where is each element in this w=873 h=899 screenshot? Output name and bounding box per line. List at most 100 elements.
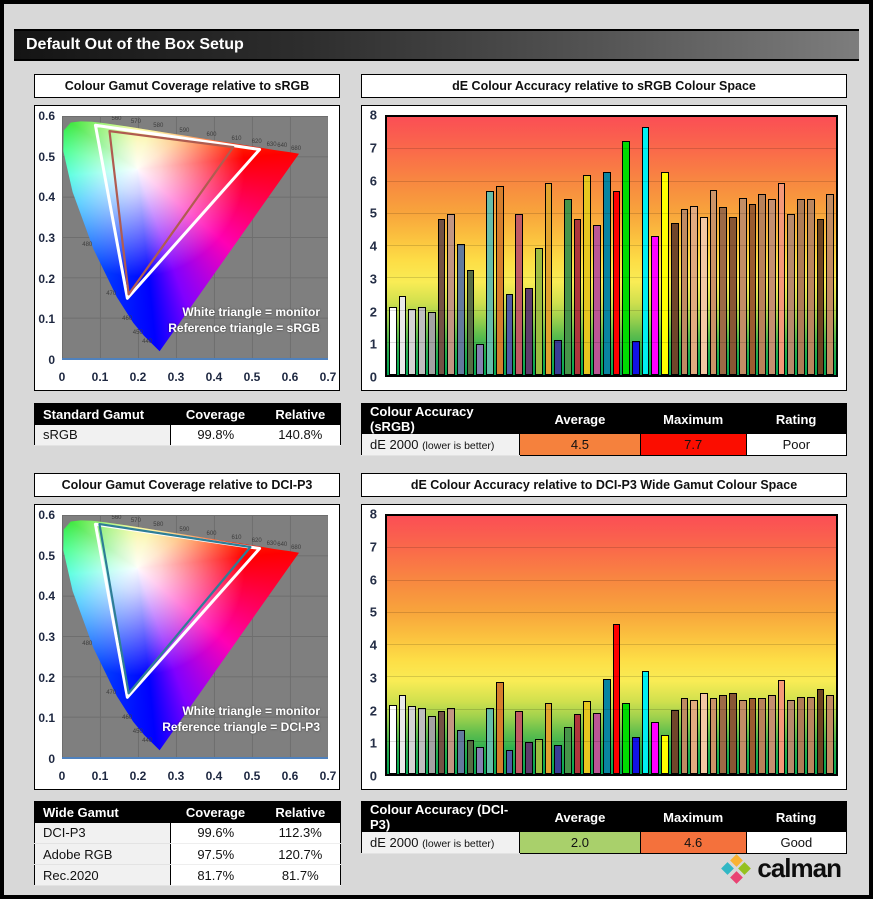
wavelength-label: 560 [111, 515, 122, 521]
y-tick-label: 0.5 [38, 548, 55, 563]
col-header: Standard Gamut [34, 403, 171, 425]
wavelength-label: 600 [206, 530, 217, 537]
gridline [387, 708, 836, 710]
gridline [387, 180, 836, 182]
wavelength-label: 630 [266, 141, 277, 148]
de-bar [622, 703, 630, 774]
de-bar [515, 711, 524, 774]
de-bar [690, 699, 698, 774]
colour-accuracy-table-srgb: Colour Accuracy (sRGB) Average Maximum R… [361, 403, 847, 456]
y-tick-label: 7 [369, 539, 377, 555]
x-tick-label: 0 [58, 370, 66, 384]
wavelength-label: 450 [132, 329, 143, 336]
x-tick-label: 0.7 [319, 769, 337, 783]
y-tick-label: 6 [369, 572, 377, 587]
y-tick-label: 0.6 [38, 109, 55, 123]
de-bar [816, 688, 825, 774]
maximum-value: 7.7 [639, 434, 747, 455]
accuracy-chart-title-srgb: dE Colour Accuracy relative to sRGB Colo… [361, 74, 847, 98]
wavelength-label: 620 [251, 538, 262, 545]
col-header: Average [519, 801, 641, 832]
de-bar [427, 715, 436, 774]
de-bar [719, 695, 728, 774]
table-row: Rec.2020 81.7% 81.7% [34, 864, 341, 886]
gamut-name: DCI-P3 [34, 822, 171, 844]
de-bar [641, 670, 650, 774]
de-bar [437, 218, 446, 375]
de-bar [738, 699, 747, 774]
cie-diagram-srgb: 0.6 0.5 0.4 0.3 0.2 0.1 0 White triangle = mon… [34, 105, 340, 391]
col-header: Rating [746, 403, 847, 434]
wavelength-label: 460 [122, 715, 133, 722]
table-row: DCI-P3 99.6% 112.3% [34, 822, 341, 844]
y-tick-label: 5 [369, 604, 377, 620]
x-tick-label: 0.1 [91, 769, 109, 783]
y-tick-label: 1 [369, 735, 377, 751]
wavelength-label: 480 [82, 641, 93, 648]
metric-label: dE 2000 (lower is better) [361, 832, 520, 854]
de-bar [554, 339, 562, 375]
y-tick-label: 0.1 [38, 312, 55, 327]
de-bar [457, 244, 465, 375]
coverage-value: 81.7% [170, 864, 261, 886]
de-bar [563, 199, 572, 375]
wavelength-label: 590 [179, 526, 190, 533]
de-bar [593, 712, 601, 774]
x-tick-label: 0 [58, 769, 66, 783]
y-tick-label: 1 [369, 336, 377, 352]
gamut-chart-title-dcip3: Colour Gamut Coverage relative to DCI-P3 [34, 473, 340, 497]
legend-line-1: White triangle = monitor [182, 305, 320, 320]
de-bar [797, 199, 805, 375]
gridline [387, 277, 836, 279]
x-tick-label: 0.7 [319, 370, 337, 384]
de-bar [602, 171, 611, 375]
metric-sublabel: (lower is better) [422, 439, 495, 452]
y-tick-label: 0.3 [38, 231, 55, 245]
x-tick-label: 0.3 [167, 769, 185, 783]
de-bar [758, 698, 767, 774]
de-bar [398, 296, 407, 375]
y-tick-label: 8 [369, 506, 377, 522]
gridline [387, 579, 836, 581]
triangle-legend: White triangle = monitor Reference trian… [162, 704, 320, 735]
de-bar [408, 706, 417, 774]
x-tick-label: 0.3 [167, 370, 185, 384]
rating-value: Poor [745, 434, 847, 455]
y-tick-label: 3 [369, 670, 377, 686]
de-bar-chart-srgb: 8 7 6 5 4 3 2 1 0 [361, 105, 847, 391]
de-bars [387, 117, 836, 375]
de-bar [787, 213, 796, 375]
de-bar [534, 738, 543, 774]
cie-x-axis: 0 0.1 0.2 0.3 0.4 0.5 0.6 0.7 [58, 370, 337, 386]
de-bar [466, 740, 475, 774]
y-tick-label: 4 [369, 238, 377, 254]
wavelength-label: 480 [82, 242, 93, 249]
de-bar [748, 698, 757, 774]
wavelength-label: 460 [122, 316, 133, 323]
y-tick-label: 4 [369, 637, 377, 653]
wavelength-label: 570 [130, 518, 141, 525]
average-value: 2.0 [519, 832, 641, 853]
gridline [387, 148, 836, 150]
de-bar [476, 344, 485, 375]
wavelength-label: 470 [106, 290, 117, 297]
de-bar [631, 736, 640, 774]
de-bar [709, 698, 718, 774]
wide-gamut-table: Wide Gamut Coverage Relative DCI-P3 99.6%… [34, 801, 341, 886]
monitor-triangle [95, 524, 259, 697]
x-tick-label: 0.2 [129, 370, 147, 384]
de-y-axis: 8 7 6 5 4 3 2 1 0 [362, 507, 381, 784]
wavelength-label: 600 [206, 131, 217, 138]
calman-logo-text: calman [757, 853, 842, 883]
de-bar-chart-dcip3: 8 7 6 5 4 3 2 1 0 [361, 504, 847, 790]
standard-gamut-table: Standard Gamut Coverage Relative sRGB 99.… [34, 403, 341, 446]
y-tick-label: 5 [369, 205, 377, 221]
de-bar [495, 682, 504, 774]
de-plot-area [385, 514, 838, 776]
coverage-value: 99.8% [170, 424, 261, 446]
gridline [387, 341, 836, 343]
de-bar [631, 341, 640, 375]
wavelength-label: 580 [153, 123, 164, 130]
de-bar [797, 696, 805, 774]
metric-label: dE 2000 (lower is better) [361, 434, 520, 456]
